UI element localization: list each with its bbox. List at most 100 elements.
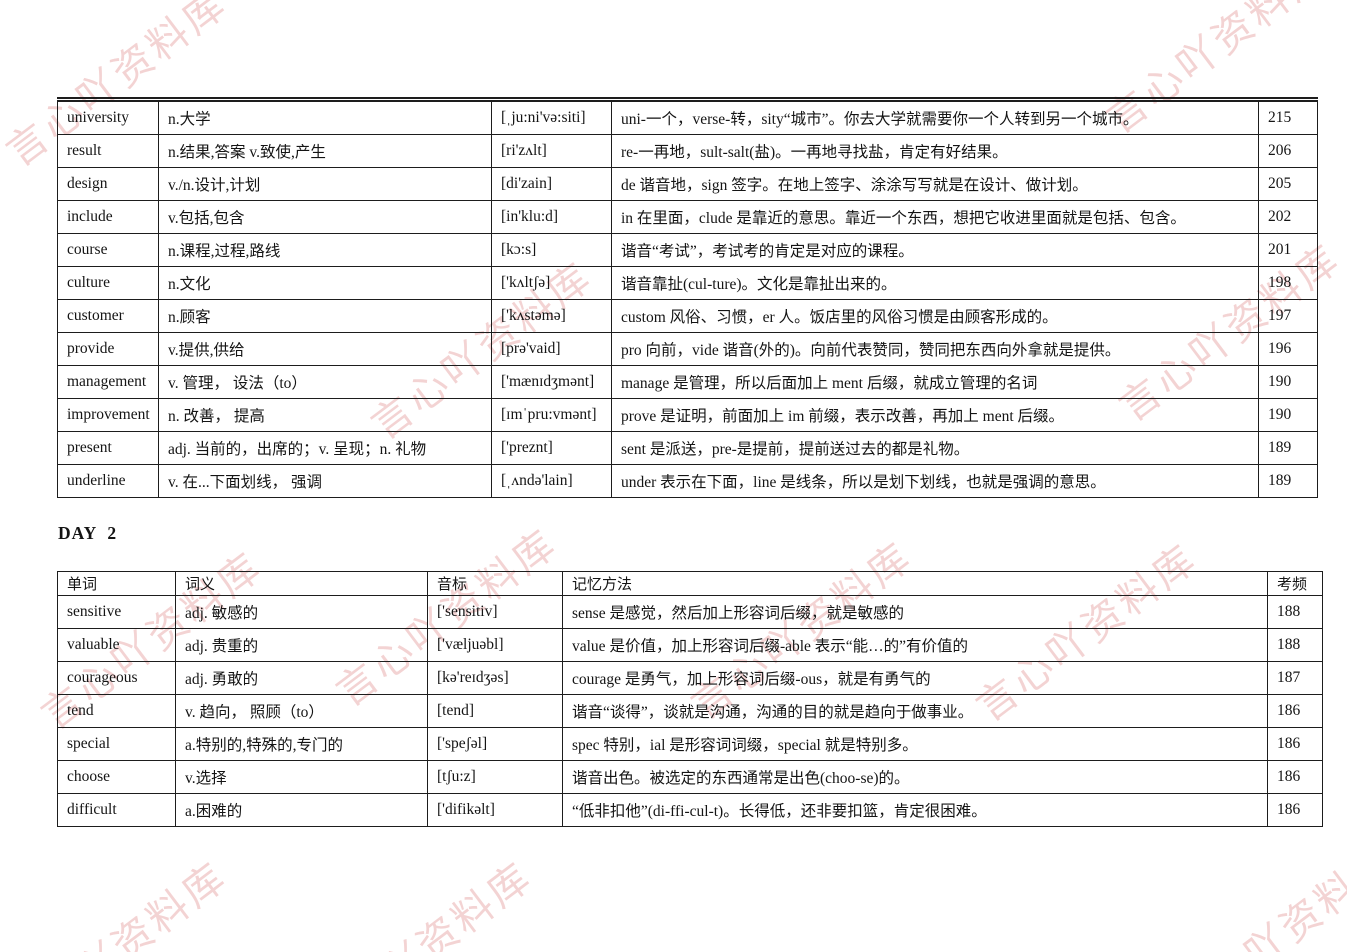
table-row: customer n.顾客 ['kʌstəmə] custom 风俗、习惯，er 人。… [57,299,1318,333]
meaning-cell: n.顾客 [158,299,492,333]
method-cell: courage 是勇气，加上形容词后缀-ous，就是有勇气的 [562,661,1268,695]
meaning-cell: v.选择 [175,760,428,794]
phonetic-cell: ['kʌltʃə] [491,266,612,300]
freq-cell: 190 [1258,365,1318,399]
method-cell: 谐音“考试”，考试考的肯定是对应的课程。 [611,233,1259,267]
table-row: present adj. 当前的，出席的；v. 呈现；n. 礼物 ['preznt]… [57,431,1318,465]
meaning-cell: v. 趋向， 照顾（to） [175,694,428,728]
freq-cell: 186 [1267,760,1323,794]
freq-cell: 206 [1258,134,1318,168]
method-cell: re-一再地，sult-salt(盐)。一再地寻找盐，肯定有好结果。 [611,134,1259,168]
phonetic-cell: ['preznt] [491,431,612,465]
word-cell: present [57,431,159,465]
freq-cell: 190 [1258,398,1318,432]
freq-cell: 197 [1258,299,1318,333]
phonetic-cell: [tʃu:z] [427,760,563,794]
meaning-cell: a.困难的 [175,793,428,827]
vocab-table-day1-body: university n.大学 [ˌju:ni'və:siti] uni-一个，ver… [57,99,1318,498]
freq-cell: 186 [1267,793,1323,827]
table-row: result n.结果,答案 v.致使,产生 [ri'zʌlt] re-一再地，sul… [57,134,1318,168]
method-cell: manage 是管理，所以后面加上 ment 后缀，就成立管理的名词 [611,365,1259,399]
method-cell: spec 特别，ial 是形容词词缀，special 就是特别多。 [562,727,1268,761]
method-cell: value 是价值，加上形容词后缀-able 表示“能…的”有价值的 [562,628,1268,662]
freq-cell: 215 [1258,99,1318,135]
word-cell: underline [57,464,159,498]
word-cell: customer [57,299,159,333]
phonetic-cell: [di'zain] [491,167,612,201]
phonetic-cell: [ˌju:ni'və:siti] [491,99,612,135]
method-cell: custom 风俗、习惯，er 人。饭店里的风俗习惯是由顾客形成的。 [611,299,1259,333]
freq-cell: 205 [1258,167,1318,201]
word-cell: design [57,167,159,201]
watermark-text: 言心吖资料库 [1166,835,1347,952]
meaning-cell: v. 在...下面划线， 强调 [158,464,492,498]
day2-heading: DAY 2 [58,523,118,543]
phonetic-cell: [ri'zʌlt] [491,134,612,168]
meaning-cell: n.结果,答案 v.致使,产生 [158,134,492,168]
table-row: design v./n.设计,计划 [di'zain] de 谐音地，sign 签字。… [57,167,1318,201]
word-cell: result [57,134,159,168]
column-header-meaning: 词义 [175,571,428,596]
word-cell: sensitive [57,595,176,629]
meaning-cell: v.包括,包含 [158,200,492,234]
method-cell: 谐音靠扯(cul-ture)。文化是靠扯出来的。 [611,266,1259,300]
phonetic-cell: ['mænɪdʒmənt] [491,365,612,399]
word-cell: university [57,99,159,135]
column-header-phonetic: 音标 [427,571,563,596]
table-row: difficult a.困难的 ['difikəlt] “低非扣他”(di-ffi-c… [57,793,1323,827]
table-row: tend v. 趋向， 照顾（to） [tend] 谐音“谈得”，谈就是沟通，沟通的目… [57,694,1323,728]
word-cell: culture [57,266,159,300]
table-header-row: 单词 词义 音标 记忆方法 考频 [57,571,1323,596]
phonetic-cell: [kə'reɪdʒəs] [427,661,563,695]
table-row: university n.大学 [ˌju:ni'və:siti] uni-一个，ver… [57,99,1318,135]
meaning-cell: n.课程,过程,路线 [158,233,492,267]
freq-cell: 186 [1267,727,1323,761]
freq-cell: 189 [1258,464,1318,498]
method-cell: under 表示在下面，line 是线条，所以是划下划线，也就是强调的意思。 [611,464,1259,498]
meaning-cell: a.特别的,特殊的,专门的 [175,727,428,761]
meaning-cell: v./n.设计,计划 [158,167,492,201]
phonetic-cell: [in'klu:d] [491,200,612,234]
phonetic-cell: ['speʃəl] [427,727,563,761]
freq-cell: 189 [1258,431,1318,465]
table-row: underline v. 在...下面划线， 强调 [ˌʌndə'lain] unde… [57,464,1318,498]
table-row: valuable adj. 贵重的 ['væljuəbl] value 是价值，加上形… [57,628,1323,662]
table-row: special a.特别的,特殊的,专门的 ['speʃəl] spec 特别，ial… [57,727,1323,761]
table-row: sensitive adj. 敏感的 ['sensitiv] sense 是感觉，然后… [57,595,1323,629]
watermark-text: 言心吖资料库 [0,853,237,952]
word-cell: management [57,365,159,399]
word-cell: provide [57,332,159,366]
word-cell: course [57,233,159,267]
freq-cell: 202 [1258,200,1318,234]
method-cell: pro 向前，vide 谐音(外的)。向前代表赞同，赞同把东西向外拿就是提供。 [611,332,1259,366]
method-cell: in 在里面，clude 是靠近的意思。靠近一个东西，想把它收进里面就是包括、包… [611,200,1259,234]
word-cell: special [57,727,176,761]
method-cell: de 谐音地，sign 签字。在地上签字、涂涂写写就是在设计、做计划。 [611,167,1259,201]
phonetic-cell: [ɪmˈpru:vmənt] [491,398,612,432]
method-cell: 谐音“谈得”，谈就是沟通，沟通的目的就是趋向于做事业。 [562,694,1268,728]
meaning-cell: n.大学 [158,99,492,135]
method-cell: prove 是证明，前面加上 im 前缀，表示改善，再加上 ment 后缀。 [611,398,1259,432]
word-cell: choose [57,760,176,794]
phonetic-cell: [prə'vaid] [491,332,612,366]
freq-cell: 198 [1258,266,1318,300]
phonetic-cell: ['væljuəbl] [427,628,563,662]
column-header-method: 记忆方法 [562,571,1268,596]
column-header-freq: 考频 [1267,571,1323,596]
word-cell: valuable [57,628,176,662]
meaning-cell: adj. 敏感的 [175,595,428,629]
meaning-cell: adj. 勇敢的 [175,661,428,695]
freq-cell: 201 [1258,233,1318,267]
phonetic-cell: [tend] [427,694,563,728]
freq-cell: 188 [1267,595,1323,629]
column-header-word: 单词 [57,571,176,596]
table-row: improvement n. 改善， 提高 [ɪmˈpru:vmənt] prove … [57,398,1318,432]
word-cell: improvement [57,398,159,432]
method-cell: sent 是派送，pre-是提前，提前送过去的都是礼物。 [611,431,1259,465]
meaning-cell: v. 管理， 设法（to） [158,365,492,399]
method-cell: uni-一个，verse-转，sity“城市”。你去大学就需要你一个人转到另一个… [611,99,1259,135]
vocab-table-day1: university n.大学 [ˌju:ni'və:siti] uni-一个，ver… [57,97,1318,498]
meaning-cell: adj. 贵重的 [175,628,428,662]
vocab-table-day2: 单词 词义 音标 记忆方法 考频 sensitive adj. 敏感的 ['sens… [57,571,1323,827]
